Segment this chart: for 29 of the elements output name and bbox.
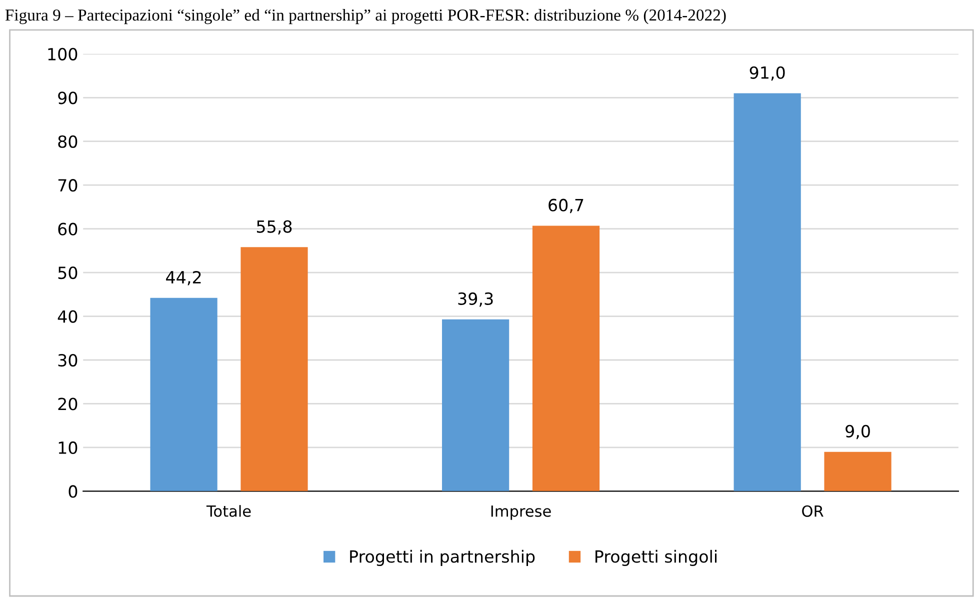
y-tick-label: 90 (58, 92, 78, 104)
y-tick-label: 100 (48, 48, 78, 60)
y-tick-label: 50 (58, 266, 78, 280)
chart-title: Figura 9 – Partecipazioni “singole” ed “in partnership” ai progetti POR-FESR: distribuzione % (2014-2022) (5, 8, 726, 24)
bar (734, 93, 801, 492)
data-label: 91,0 (750, 66, 785, 81)
data-label: 60,7 (548, 198, 584, 214)
y-tick-label: 60 (58, 222, 78, 236)
bar (532, 226, 600, 492)
y-tick-label: 40 (58, 310, 78, 323)
y-tick-label: 0 (68, 485, 78, 498)
x-tick-label: Totale (206, 505, 251, 517)
data-label: 39,3 (458, 292, 493, 307)
legend-label: Progetti in partnership (350, 550, 535, 566)
data-label: 55,8 (256, 220, 292, 235)
data-label: 9,0 (846, 424, 870, 440)
y-tick-label: 80 (58, 135, 78, 148)
bar (824, 452, 892, 492)
bar (240, 247, 308, 492)
x-tick-label: OR (802, 505, 824, 517)
data-label: 44,2 (166, 270, 201, 286)
y-tick-label: 30 (58, 354, 78, 367)
x-tick-label: Imprese (491, 506, 551, 520)
bar (150, 298, 218, 492)
y-tick-label: 10 (58, 441, 78, 454)
legend-label: Progetti singoli (596, 550, 717, 566)
bar (442, 319, 510, 492)
y-tick-label: 70 (58, 179, 78, 192)
y-tick-label: 20 (58, 398, 78, 410)
